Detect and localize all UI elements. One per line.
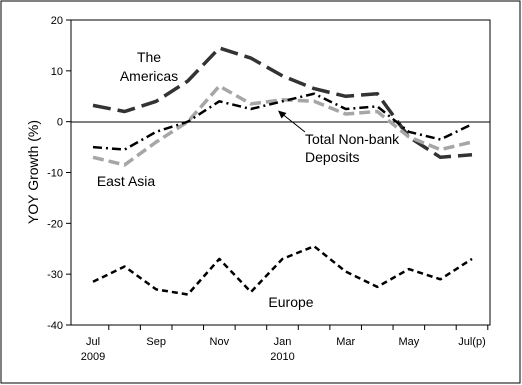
y-axis-title: YOY Growth (%) <box>25 120 41 224</box>
series-label-americas: The <box>137 49 161 65</box>
series-label-total-non-bank-deposits: Total Non-bank <box>305 131 400 147</box>
x-tick-label: Jul <box>86 336 100 348</box>
annotation-arrow <box>280 112 306 133</box>
y-tick-label: -40 <box>47 320 63 332</box>
y-tick-label: 0 <box>57 117 63 129</box>
series-line-europe <box>92 244 473 296</box>
x-tick-label: Sep <box>146 336 166 348</box>
x-tick-label: Nov <box>210 336 230 348</box>
y-tick-label: -20 <box>47 218 63 230</box>
y-tick-label: 10 <box>51 66 63 78</box>
y-tick-label: 20 <box>51 15 63 27</box>
x-tick-label: Jul(p) <box>458 336 486 348</box>
x-tick-label: Jan <box>274 336 292 348</box>
series-label-americas: Americas <box>120 68 178 84</box>
x-tick-label: May <box>398 336 419 348</box>
y-tick-label: -10 <box>47 168 63 180</box>
series-line-total-non-bank-deposits <box>92 92 473 151</box>
x-tick-year-label: 2010 <box>270 351 294 363</box>
y-tick-label: -30 <box>47 269 63 281</box>
annotation-arrowhead <box>278 110 287 119</box>
series-label-total-non-bank-deposits: Deposits <box>305 149 359 165</box>
series-labels: The Americas East Asia Total Non-bank Deposi… <box>97 49 400 310</box>
series-line-americas <box>92 46 473 160</box>
x-tick-year-label: 2009 <box>81 351 105 363</box>
series-lines <box>92 46 473 296</box>
x-axis: Jul 2009 Sep Nov Jan 2010 Mar May Jul(p) <box>81 325 489 363</box>
series-label-europe: Europe <box>268 294 313 310</box>
y-axis: 20 10 0 -10 -20 -30 -40 <box>47 15 71 332</box>
x-tick-label: Mar <box>336 336 355 348</box>
series-label-east-asia: East Asia <box>97 173 156 189</box>
series-line-east-asia <box>92 84 473 167</box>
